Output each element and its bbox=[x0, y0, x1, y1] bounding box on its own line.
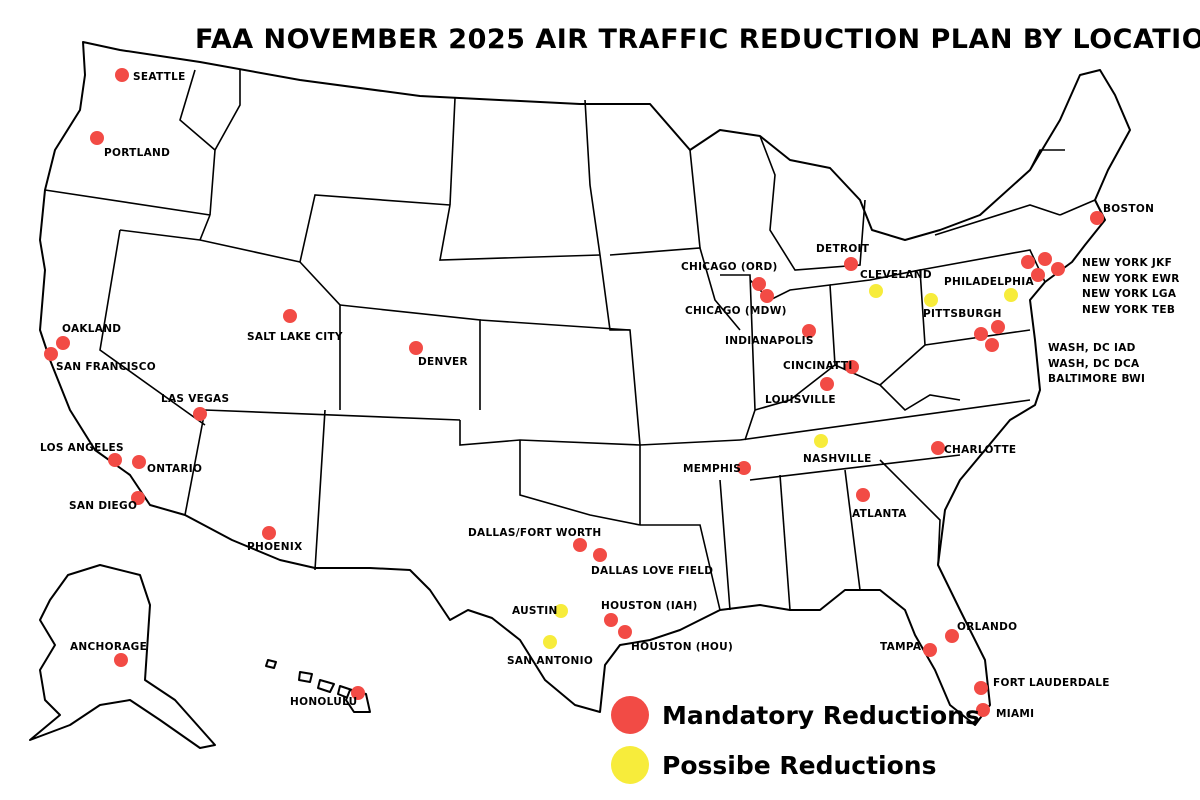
state-borders bbox=[44, 69, 1096, 611]
airport-label-salt-lake-city: SALT LAKE CITY bbox=[247, 331, 343, 343]
airport-label-new-york-lga: NEW YORK LGA bbox=[1082, 288, 1177, 300]
airport-label-dallas-love-field: DALLAS LOVE FIELD bbox=[591, 565, 713, 577]
airport-marker-baltimore-bwi bbox=[985, 338, 999, 352]
airport-marker-houston-hou bbox=[618, 625, 632, 639]
airport-marker-atlanta bbox=[856, 488, 870, 502]
airport-label-honolulu: HONOLULU bbox=[290, 696, 358, 708]
airport-marker-honolulu bbox=[351, 686, 365, 700]
airport-label-houston-iah: HOUSTON (IAH) bbox=[601, 600, 698, 612]
airport-marker-miami bbox=[976, 703, 990, 717]
airport-label-cleveland: CLEVELAND bbox=[860, 269, 932, 281]
airport-label-detroit: DETROIT bbox=[816, 243, 870, 255]
airport-marker-charlotte bbox=[931, 441, 945, 455]
airport-label-tampa: TAMPA bbox=[880, 641, 922, 653]
airport-label-miami: MIAMI bbox=[996, 708, 1034, 720]
legend-possible-label: Possibe Reductions bbox=[662, 751, 936, 780]
airport-label-houston-hou: HOUSTON (HOU) bbox=[631, 641, 733, 653]
airport-label-pittsburgh: PITTSBURGH bbox=[923, 308, 1002, 320]
airport-label-indianapolis: INDIANAPOLIS bbox=[725, 335, 814, 347]
airport-marker-cleveland bbox=[869, 284, 883, 298]
airport-marker-oakland bbox=[56, 336, 70, 350]
airport-marker-houston-iah bbox=[604, 613, 618, 627]
airport-marker-austin bbox=[554, 604, 568, 618]
airport-label-boston: BOSTON bbox=[1103, 203, 1154, 215]
airport-marker-phoenix bbox=[262, 526, 276, 540]
airport-label-cincinnati: CINCINATTI bbox=[783, 360, 853, 372]
airport-label-ontario: ONTARIO bbox=[147, 463, 202, 475]
airport-label-denver: DENVER bbox=[418, 356, 468, 368]
airport-marker-indianapolis bbox=[802, 324, 816, 338]
airport-marker-nashville bbox=[814, 434, 828, 448]
airport-marker-new-york-ewr bbox=[1021, 255, 1035, 269]
airport-label-new-york-jfk: NEW YORK JKF bbox=[1082, 257, 1172, 269]
airport-marker-anchorage bbox=[114, 653, 128, 667]
airport-label-fort-lauderdale: FORT LAUDERDALE bbox=[993, 677, 1110, 689]
airport-marker-pittsburgh bbox=[924, 293, 938, 307]
airport-marker-chicago-ord bbox=[752, 277, 766, 291]
airport-marker-san-antonio bbox=[543, 635, 557, 649]
airport-label-san-antonio: SAN ANTONIO bbox=[507, 655, 593, 667]
airport-label-philadelphia: PHILADELPHIA bbox=[944, 276, 1034, 288]
airport-marker-philadelphia bbox=[1004, 288, 1018, 302]
airport-marker-ontario bbox=[132, 455, 146, 469]
airport-marker-boston bbox=[1090, 211, 1104, 225]
airport-marker-seattle bbox=[115, 68, 129, 82]
airport-marker-memphis bbox=[737, 461, 751, 475]
airport-label-charlotte: CHARLOTTE bbox=[944, 444, 1016, 456]
legend-mandatory-label: Mandatory Reductions bbox=[662, 701, 980, 730]
airport-label-anchorage: ANCHORAGE bbox=[70, 641, 147, 653]
legend-possible-swatch bbox=[611, 746, 649, 784]
airport-label-baltimore-bwi: BALTIMORE BWI bbox=[1048, 373, 1145, 385]
airport-label-portland: PORTLAND bbox=[104, 147, 170, 159]
airport-marker-denver bbox=[409, 341, 423, 355]
airport-label-san-francisco: SAN FRANCISCO bbox=[56, 361, 156, 373]
airport-marker-san-diego bbox=[131, 491, 145, 505]
airport-marker-san-francisco bbox=[44, 347, 58, 361]
airport-label-nashville: NASHVILLE bbox=[803, 453, 872, 465]
airport-label-louisville: LOUISVILLE bbox=[765, 394, 836, 406]
airport-label-phoenix: PHOENIX bbox=[247, 541, 302, 553]
legend: Mandatory Reductions Possibe Reductions bbox=[611, 696, 980, 784]
airport-marker-portland bbox=[90, 131, 104, 145]
airport-marker-cincinnati bbox=[845, 360, 859, 374]
airport-label-atlanta: ATLANTA bbox=[852, 508, 907, 520]
airport-marker-salt-lake-city bbox=[283, 309, 297, 323]
airport-marker-fort-lauderdale bbox=[974, 681, 988, 695]
airport-marker-chicago-mdw bbox=[760, 289, 774, 303]
airport-label-chicago-mdw: CHICAGO (MDW) bbox=[685, 305, 787, 317]
airport-marker-louisville bbox=[820, 377, 834, 391]
legend-mandatory-swatch bbox=[611, 696, 649, 734]
airport-marker-dallas-fort-worth bbox=[573, 538, 587, 552]
airport-label-austin: AUSTIN bbox=[512, 605, 558, 617]
airport-label-san-diego: SAN DIEGO bbox=[69, 500, 137, 512]
airport-marker-detroit bbox=[844, 257, 858, 271]
airport-marker-orlando bbox=[945, 629, 959, 643]
airport-marker-wash-dc-iad bbox=[991, 320, 1005, 334]
airport-label-memphis: MEMPHIS bbox=[683, 463, 741, 475]
airport-label-wash-dc-dca: WASH, DC DCA bbox=[1048, 358, 1140, 370]
map-title: FAA NOVEMBER 2025 AIR TRAFFIC REDUCTION … bbox=[195, 24, 1200, 55]
airport-label-new-york-ewr: NEW YORK EWR bbox=[1082, 273, 1180, 285]
airport-label-oakland: OAKLAND bbox=[62, 323, 121, 335]
contiguous-us-outline bbox=[39, 41, 1131, 726]
airport-markers bbox=[44, 68, 1104, 717]
airport-labels: SEATTLE PORTLAND OAKLAND SAN FRANCISCO SALT … bbox=[40, 71, 1180, 720]
airport-marker-new-york-lga bbox=[1051, 262, 1065, 276]
airport-marker-new-york-teb bbox=[1031, 268, 1045, 282]
airport-label-las-vegas: LAS VEGAS bbox=[161, 393, 229, 405]
airport-marker-las-vegas bbox=[193, 407, 207, 421]
airport-label-seattle: SEATTLE bbox=[133, 71, 186, 83]
airport-label-dallas-fort-worth: DALLAS/FORT WORTH bbox=[468, 527, 601, 539]
airport-label-orlando: ORLANDO bbox=[957, 621, 1017, 633]
airport-marker-new-york-jfk bbox=[1038, 252, 1052, 266]
airport-marker-los-angeles bbox=[108, 453, 122, 467]
airport-label-los-angeles: LOS ANGELES bbox=[40, 442, 124, 454]
airport-marker-wash-dc-dca bbox=[974, 327, 988, 341]
airport-label-new-york-teb: NEW YORK TEB bbox=[1082, 304, 1175, 316]
airport-label-wash-dc-iad: WASH, DC IAD bbox=[1048, 342, 1136, 354]
airport-marker-dallas-love-field bbox=[593, 548, 607, 562]
airport-label-chicago-ord: CHICAGO (ORD) bbox=[681, 261, 778, 273]
airport-marker-tampa bbox=[923, 643, 937, 657]
